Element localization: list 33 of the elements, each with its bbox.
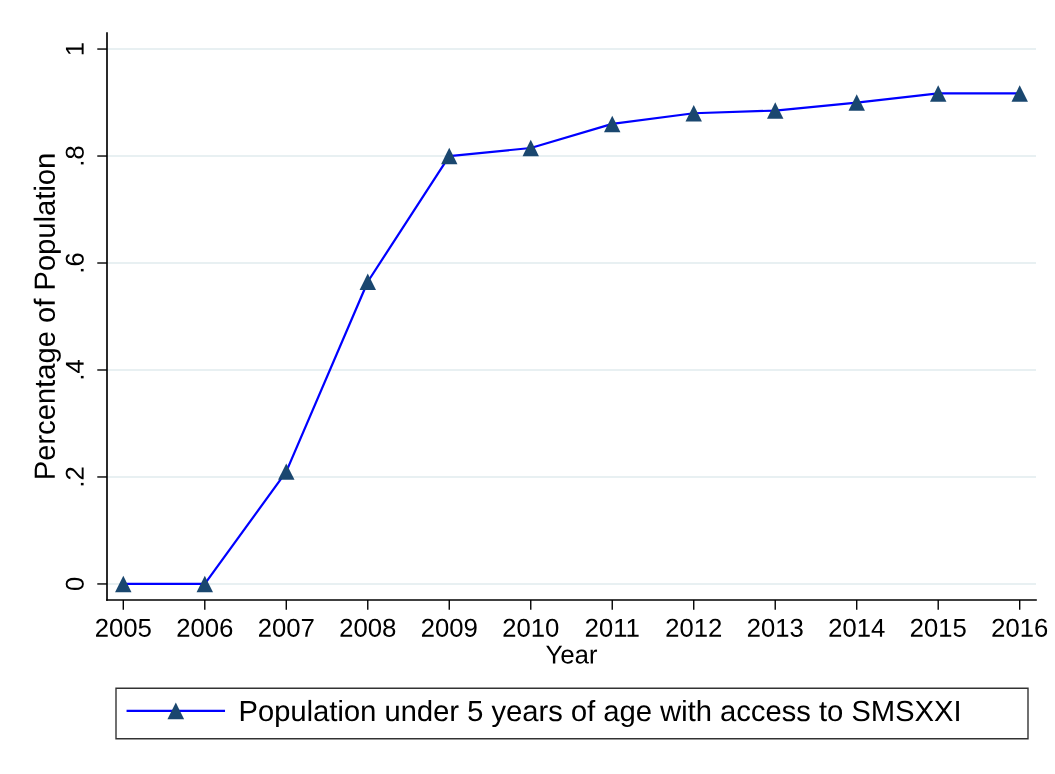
- point: [196, 575, 214, 593]
- y-tick-label: .4: [65, 360, 84, 379]
- x-tick-label: 2007: [259, 618, 314, 637]
- x-tick-label: 2011: [585, 618, 639, 637]
- point: [1011, 85, 1028, 102]
- point: [115, 575, 132, 593]
- point: [278, 463, 295, 480]
- y-tick-label: 1: [65, 43, 84, 55]
- x-tick-label: 2013: [747, 618, 803, 637]
- x-tick-label: 2010: [503, 618, 559, 637]
- point: [767, 102, 784, 119]
- x-tick-label: 2015: [910, 618, 966, 637]
- x-tick-label: 2014: [829, 618, 885, 637]
- y-tick-label: .8: [65, 146, 84, 165]
- x-tick-label: 2005: [96, 618, 151, 637]
- point: [929, 85, 947, 102]
- point: [359, 273, 376, 290]
- y-tick-label: .2: [65, 467, 84, 486]
- legend-label: Population under 5 years of age with access to SMSXXI: [240, 699, 959, 728]
- y-tick-label: 0: [65, 577, 84, 591]
- point: [441, 147, 458, 165]
- point: [522, 139, 539, 157]
- y-tick-label: .6: [65, 253, 84, 272]
- point: [848, 94, 865, 111]
- x-tick-label: 2012: [666, 618, 722, 637]
- point: [604, 115, 621, 133]
- x-axis-title: Year: [546, 645, 598, 664]
- y-axis-title: Percentage of Population: [33, 154, 61, 478]
- x-tick-label: 2016: [992, 618, 1048, 637]
- x-tick-label: 2009: [421, 618, 477, 637]
- x-tick-label: 2006: [177, 618, 233, 637]
- point: [685, 105, 702, 122]
- x-tick-label: 2008: [340, 618, 396, 637]
